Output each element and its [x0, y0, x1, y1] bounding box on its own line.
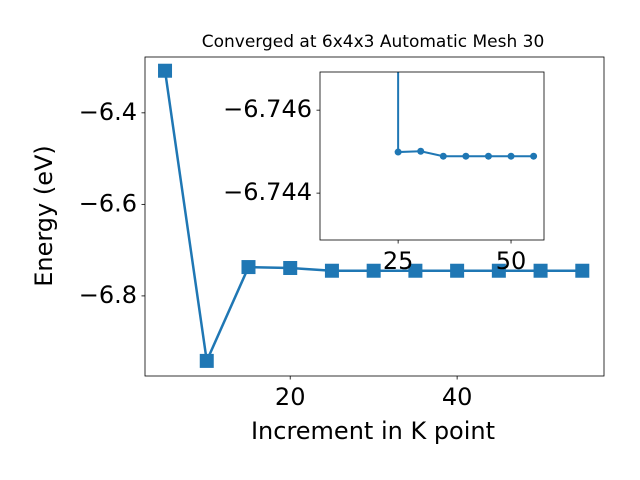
marker: [408, 263, 423, 278]
y-tick-label: −6.8: [79, 281, 137, 309]
series-line: [397, 72, 534, 158]
marker: [491, 263, 506, 278]
marker: [417, 147, 425, 155]
marker: [575, 263, 590, 278]
x-axis-label: Increment in K point: [251, 417, 495, 445]
y-tick-label: −6.4: [79, 98, 137, 126]
marker: [462, 152, 470, 160]
marker: [394, 148, 402, 156]
plot-content: [394, 72, 538, 160]
marker: [450, 263, 465, 278]
x-tick-label: 50: [496, 247, 527, 275]
y-tick-label: −6.6: [79, 189, 137, 217]
marker: [324, 263, 339, 278]
y-tick-label: −6.746: [223, 95, 312, 123]
marker: [439, 152, 447, 160]
y-axis-label: Energy (eV): [30, 145, 58, 287]
marker: [484, 152, 492, 160]
marker: [158, 63, 173, 78]
axes-frame: [319, 71, 545, 241]
marker: [530, 152, 538, 160]
x-tick-label: 40: [442, 383, 473, 411]
marker: [507, 152, 515, 160]
y-tick-label: −6.744: [223, 178, 312, 206]
x-tick-label: 25: [383, 247, 414, 275]
marker: [366, 263, 381, 278]
chart-title: Converged at 6x4x3 Automatic Mesh 30: [202, 32, 545, 52]
marker: [533, 263, 548, 278]
x-tick-label: 20: [275, 383, 306, 411]
axes-frame: [144, 56, 605, 377]
marker: [241, 260, 256, 275]
marker: [199, 353, 214, 368]
plot-content: [158, 63, 590, 368]
marker: [283, 260, 298, 275]
